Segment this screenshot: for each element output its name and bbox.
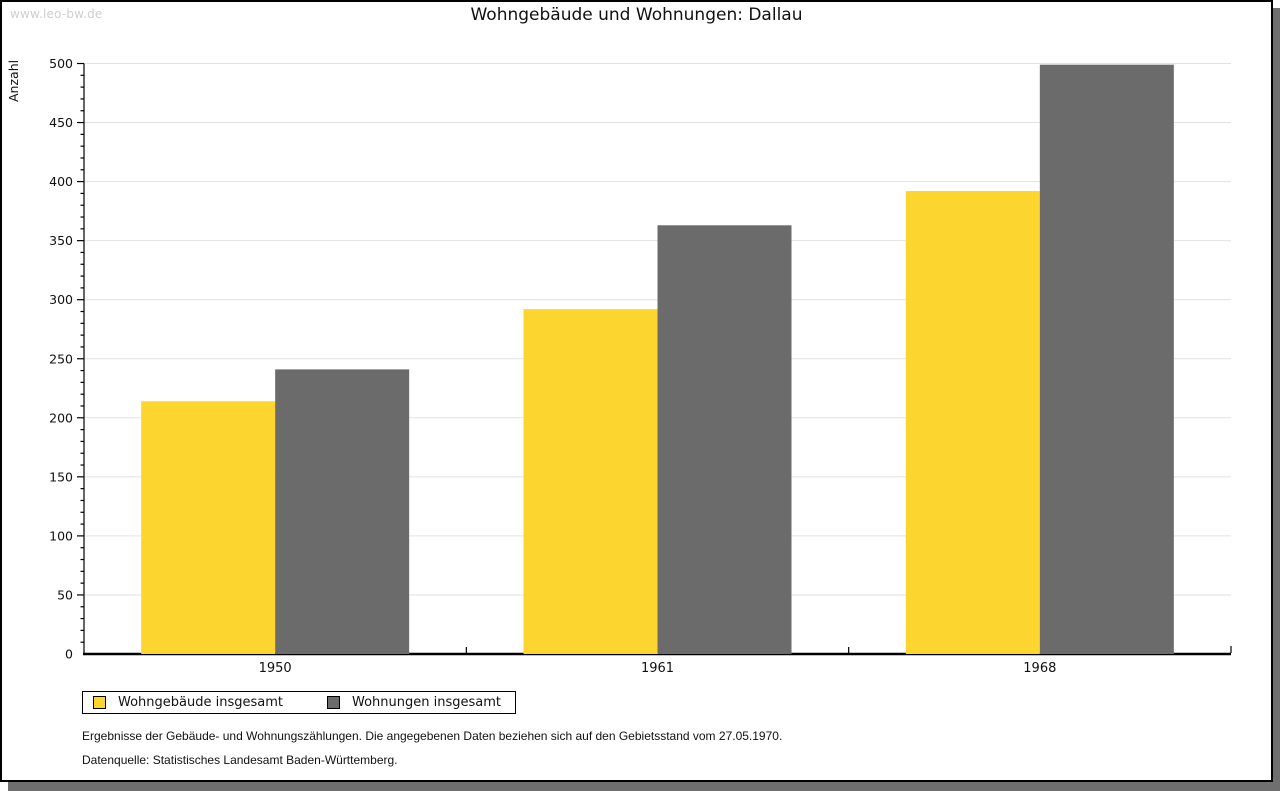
panel-shadow-bottom (8, 782, 1280, 791)
y-axis-label: Anzahl (6, 60, 21, 102)
bar-chart: 0 50 100 150 200 250 300 350 400 450 500 Anzahl 1950… (6, 56, 1232, 676)
legend-label-wohngebaeude: Wohngebäude insgesamt (118, 695, 283, 710)
bar-wohngebaeude-1950 (141, 401, 276, 654)
panel-shadow-right (1273, 8, 1280, 791)
x-tick-label: 1950 (259, 661, 292, 676)
bar-wohnungen-1961 (657, 225, 792, 654)
bar-wohnungen-1968 (1039, 64, 1174, 654)
y-tick-label: 0 (65, 647, 73, 662)
legend-item-wohnungen: Wohnungen insgesamt (327, 695, 501, 710)
bar-wohngebaeude-1968 (905, 191, 1040, 654)
bar-wohngebaeude-1961 (523, 309, 658, 654)
y-tick-label: 50 (57, 587, 73, 602)
footnote-data-source: Datenquelle: Statistisches Landesamt Bad… (82, 753, 398, 767)
x-tick-label: 1961 (641, 661, 674, 676)
y-tick-label: 350 (49, 233, 73, 248)
y-tick-label: 400 (49, 174, 73, 189)
watermark-url: www.leo-bw.de (10, 7, 103, 21)
y-tick-label: 300 (49, 292, 73, 307)
y-tick-label: 150 (49, 469, 73, 484)
legend-item-wohngebaeude: Wohngebäude insgesamt (93, 695, 283, 710)
y-tick-label: 250 (49, 351, 73, 366)
legend-label-wohnungen: Wohnungen insgesamt (352, 695, 501, 710)
x-tick-label: 1968 (1023, 661, 1056, 676)
page-title: Wohngebäude und Wohnungen: Dallau (470, 5, 803, 25)
legend-swatch-yellow-icon (93, 696, 106, 709)
bar-wohnungen-1950 (275, 369, 410, 654)
y-tick-label: 100 (49, 528, 73, 543)
footnote-source-note: Ergebnisse der Gebäude- und Wohnungszähl… (82, 729, 783, 743)
y-tick-label: 450 (49, 115, 73, 130)
y-tick-label: 500 (49, 56, 73, 71)
legend-box: Wohngebäude insgesamt Wohnungen insgesam… (82, 691, 516, 714)
legend-swatch-gray-icon (327, 696, 340, 709)
y-tick-label: 200 (49, 410, 73, 425)
